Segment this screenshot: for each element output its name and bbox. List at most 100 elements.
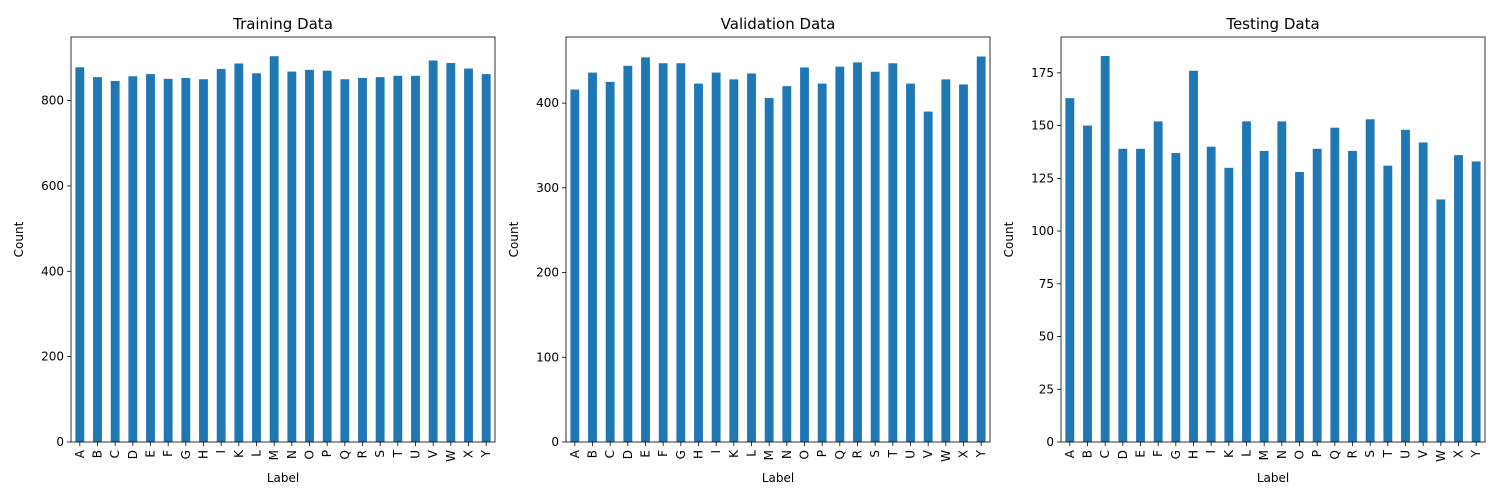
x-tick-label: H: [1187, 450, 1201, 459]
x-tick-label: V: [921, 449, 935, 458]
x-tick-label: G: [674, 450, 688, 459]
chart-title: Testing Data: [1225, 15, 1319, 33]
x-tick-label: Q: [1328, 450, 1342, 459]
bar-Y: [976, 56, 986, 442]
x-tick-label: W: [444, 450, 458, 462]
bar-T: [888, 63, 898, 443]
x-tick-label: V: [1416, 449, 1430, 458]
bar-T: [1383, 165, 1393, 442]
x-tick-label: Q: [833, 450, 847, 459]
x-tick-label: I: [214, 450, 228, 454]
bar-E: [1136, 148, 1145, 442]
x-tick-label: N: [285, 450, 299, 459]
y-tick-label: 50: [1039, 330, 1054, 344]
bar-D: [128, 76, 138, 442]
bar-C: [110, 80, 120, 443]
bar-I: [1206, 146, 1216, 442]
y-axis-label: Count: [1002, 221, 1016, 257]
y-tick-label: 125: [1031, 171, 1054, 185]
tick-group: 0 25 50 75 100 125 150 175 A B C D E F G H I K L M N O P Q R S T U V…: [1031, 66, 1483, 462]
x-tick-label: H: [197, 450, 211, 459]
bar-B: [1083, 125, 1092, 442]
x-tick-label: R: [1346, 450, 1360, 458]
bar-A: [75, 67, 85, 442]
x-tick-label: U: [1399, 450, 1413, 459]
y-tick-label: 600: [41, 179, 64, 193]
bar-U: [906, 83, 915, 443]
bar-Q: [340, 79, 350, 443]
bar-R: [853, 62, 862, 443]
bar-V: [923, 111, 933, 442]
x-tick-label: L: [250, 450, 264, 457]
x-tick-label: E: [1134, 450, 1148, 458]
bar-Q: [1330, 127, 1340, 442]
bar-Y: [1471, 161, 1481, 442]
x-tick-label: U: [409, 450, 423, 459]
x-tick-label: M: [267, 450, 281, 460]
bar-B: [93, 77, 102, 443]
bar-B: [588, 72, 597, 442]
tick-group: 0 200 400 600 800 A B C D E F G H I K L M N O P Q R S T U V W X Y: [41, 94, 493, 462]
x-tick-label: U: [904, 450, 918, 459]
y-tick-label: 200: [41, 350, 64, 364]
y-tick-label: 150: [1031, 119, 1054, 133]
bar-N: [287, 71, 297, 442]
bar-P: [817, 83, 827, 443]
bar-E: [146, 74, 155, 443]
bar-C: [1100, 55, 1110, 442]
bar-P: [1312, 148, 1322, 442]
bar-A: [570, 89, 580, 443]
x-tick-label: M: [762, 450, 776, 460]
y-tick-label: 0: [551, 435, 559, 449]
bar-T: [393, 75, 403, 442]
x-tick-label: L: [1240, 450, 1254, 457]
bar-K: [234, 63, 244, 442]
bar-L: [252, 73, 261, 442]
x-tick-label: C: [108, 450, 122, 458]
bar-R: [358, 77, 367, 442]
bar-M: [764, 98, 774, 442]
bar-W: [941, 79, 951, 442]
bar-C: [605, 81, 615, 443]
chart-panel-testing: Testing Data Label Count 0 25 50 75 100 125 15…: [1002, 15, 1486, 485]
x-tick-label: V: [426, 449, 440, 458]
bar-group: [1065, 55, 1481, 442]
bar-L: [747, 73, 756, 443]
x-tick-label: T: [1381, 449, 1395, 458]
bar-I: [711, 72, 721, 442]
bar-N: [1277, 121, 1287, 442]
tick-group: 0 100 200 300 400 A B C D E F G H I K L M N O P Q R S T U V W X Y: [536, 96, 988, 462]
x-tick-label: N: [780, 450, 794, 459]
x-axis-label: Label: [1257, 471, 1289, 485]
bar-W: [446, 63, 456, 443]
bar-U: [1401, 129, 1410, 442]
bar-K: [1224, 167, 1234, 442]
bar-O: [1295, 172, 1304, 442]
x-tick-label: R: [356, 450, 370, 458]
bar-O: [305, 69, 314, 443]
x-tick-label: L: [745, 450, 759, 457]
bar-Q: [835, 66, 845, 442]
x-tick-label: C: [603, 450, 617, 458]
x-tick-label: Y: [974, 449, 988, 458]
x-tick-label: G: [179, 450, 193, 459]
x-tick-label: I: [709, 450, 723, 454]
x-tick-label: W: [939, 450, 953, 462]
bar-R: [1348, 150, 1357, 442]
bar-F: [163, 78, 173, 443]
bar-L: [1242, 121, 1251, 442]
x-tick-label: C: [1098, 450, 1112, 458]
x-tick-label: A: [1063, 449, 1077, 458]
y-tick-label: 400: [41, 264, 64, 278]
y-tick-label: 0: [56, 435, 64, 449]
x-tick-label: O: [1293, 450, 1307, 459]
bar-V: [428, 60, 438, 442]
bar-G: [181, 77, 191, 442]
x-tick-label: F: [161, 450, 175, 457]
x-tick-label: X: [462, 450, 476, 458]
x-tick-label: B: [586, 450, 600, 458]
x-tick-label: X: [957, 450, 971, 458]
x-tick-label: E: [639, 450, 653, 458]
y-axis-label: Count: [12, 221, 26, 257]
